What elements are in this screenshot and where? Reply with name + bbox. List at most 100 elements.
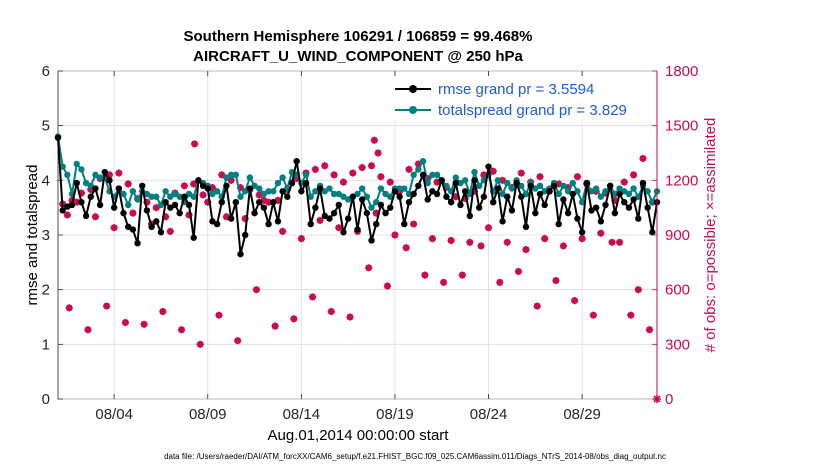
x-tick-label: 08/19 [376, 406, 414, 423]
obs-assimilated-marker [421, 271, 429, 279]
obs-assimilated-marker [124, 180, 132, 188]
obs-possible-marker [140, 320, 148, 328]
rmse-point [270, 199, 277, 206]
obs-possible-marker [370, 136, 378, 144]
rmse-point [377, 201, 385, 209]
obs-possible-marker [335, 224, 343, 232]
obs-assimilated-marker [458, 271, 466, 279]
rmse-point [574, 215, 581, 222]
totalspread-point [82, 179, 90, 187]
rmse-point [532, 209, 539, 217]
totalspread-point [241, 188, 249, 195]
obs-possible-marker [466, 238, 474, 246]
rmse-point [237, 250, 244, 258]
obs-possible-marker [327, 308, 335, 315]
obs-assimilated-marker [339, 178, 348, 186]
totalspread-point [64, 171, 71, 179]
totalspread-point [508, 185, 516, 192]
rmse-point [611, 209, 619, 217]
totalspread-point [564, 188, 572, 195]
obs-assimilated-marker [293, 174, 301, 183]
rmse-point [92, 185, 99, 192]
y-tick-label: 1 [42, 336, 50, 353]
y-right-tick-label: 0 [665, 391, 673, 408]
y-tick-label: 4 [42, 172, 50, 189]
obs-assimilated-marker [185, 211, 193, 219]
grid-lines [58, 70, 657, 400]
obs-possible-marker [522, 246, 530, 253]
obs-possible-marker [124, 180, 132, 188]
totalspread-point [588, 188, 595, 195]
totalspread-point [307, 193, 314, 200]
rmse-point [391, 188, 399, 195]
rmse-point [447, 199, 455, 206]
rmse-point [120, 209, 127, 217]
obs-possible-marker [608, 238, 616, 246]
obs-possible-marker [384, 282, 391, 290]
obs-possible-marker [571, 297, 578, 304]
obs-assimilated-marker [279, 227, 287, 235]
obs-assimilated-marker [335, 224, 343, 232]
rmse-point [223, 182, 230, 189]
obs-possible-marker [405, 166, 413, 173]
obs-assimilated-marker [140, 320, 148, 328]
y-tick-label: 3 [42, 227, 50, 244]
obs-assimilated-marker [447, 236, 455, 245]
obs-possible-marker [503, 238, 511, 246]
totalspread-point [401, 185, 408, 192]
obs-assimilated-marker [105, 171, 114, 179]
totalspread-point [270, 188, 277, 195]
totalspread-point [321, 188, 328, 195]
totalspread-point [153, 193, 160, 200]
totalspread-point [644, 188, 651, 195]
rmse-point [181, 193, 188, 200]
obs-possible-marker [129, 209, 137, 217]
y-tick-label: 0 [42, 391, 50, 408]
obs-possible-marker [630, 171, 637, 179]
rmse-point [597, 218, 605, 225]
rmse-point [649, 229, 656, 236]
x-tick-label: 08/09 [189, 406, 227, 423]
rmse-point [429, 188, 436, 195]
rmse-point [54, 134, 62, 141]
obs-possible-marker [368, 162, 375, 170]
rmse-point [153, 218, 160, 225]
totalspread-point [171, 190, 179, 198]
obs-possible-marker [309, 293, 316, 301]
rmse-point [635, 215, 642, 222]
obs-assimilated-marker [73, 198, 81, 206]
obs-assimilated-marker [208, 184, 217, 192]
obs-possible-marker [340, 178, 347, 186]
totalspread-point [471, 168, 478, 176]
obs-assimilated-marker [215, 311, 223, 319]
rmse-point [124, 223, 132, 230]
rmse-point [546, 188, 553, 195]
rmse-point [344, 215, 352, 222]
obs-possible-marker [447, 237, 455, 244]
y-tick-label: 5 [42, 118, 50, 135]
obs-assimilated-marker [121, 318, 129, 327]
rmse-point [176, 209, 183, 217]
obs-possible-marker [517, 169, 525, 177]
totalspread-point [279, 174, 286, 181]
obs-assimilated-marker [496, 278, 504, 286]
obs-assimilated-marker [630, 171, 638, 179]
obs-assimilated-marker [517, 169, 525, 177]
obs-assimilated-marker [236, 184, 245, 192]
obs-possible-marker [620, 178, 628, 186]
obs-assimilated-marker [611, 196, 619, 204]
obs-possible-marker [122, 319, 129, 326]
totalspread-point [504, 179, 511, 187]
obs-assimilated-marker [552, 276, 560, 285]
obs-assimilated-marker [410, 220, 418, 228]
obs-assimilated-marker [358, 163, 366, 172]
totalspread-point [157, 201, 165, 209]
obs-assimilated-marker [559, 242, 568, 250]
y-right-tick-label: 300 [665, 336, 690, 353]
rmse-point [461, 188, 469, 195]
totalspread-point [124, 201, 132, 209]
rmse-point [134, 240, 141, 247]
obs-possible-marker [143, 198, 151, 206]
rmse-point [139, 182, 146, 189]
obs-assimilated-marker [110, 224, 118, 232]
